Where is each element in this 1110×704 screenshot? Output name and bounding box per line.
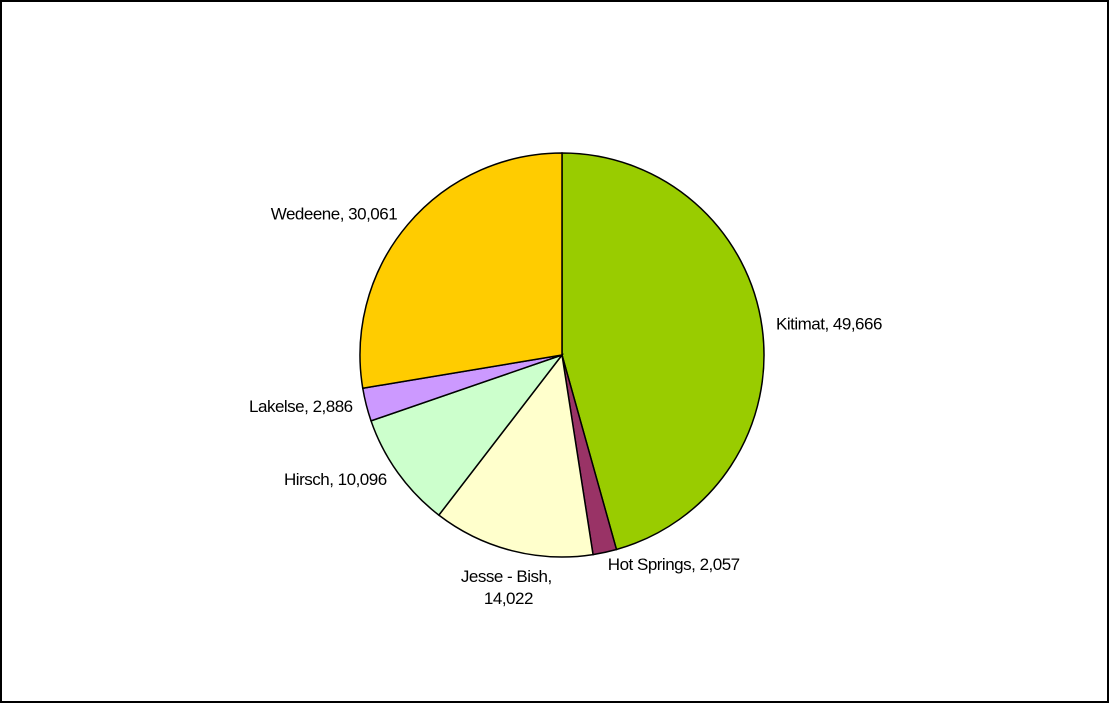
- category-label: Wedeene: [271, 205, 340, 224]
- data-label: Lakelse, 2,886: [249, 398, 353, 417]
- category-label: Hot Springs: [608, 556, 691, 575]
- data-label: Kitimat, 49,666: [776, 315, 882, 334]
- label-separator: ,: [304, 398, 312, 417]
- value-label: 2,057: [700, 556, 740, 575]
- category-label: Lakelse: [249, 398, 304, 417]
- pie-slice: [561, 152, 765, 551]
- category-label: Kitimat: [776, 315, 825, 334]
- label-separator: ,: [824, 315, 832, 334]
- pie-slice: [437, 353, 594, 558]
- data-label: Wedeene, 30,061: [271, 205, 397, 224]
- label-separator: ,: [547, 568, 555, 587]
- category-label: Jesse - Bish: [461, 568, 548, 587]
- data-label: Hirsch, 10,096: [284, 471, 387, 490]
- label-separator: ,: [340, 205, 348, 224]
- category-label: Hirsch: [284, 471, 329, 490]
- label-separator: ,: [691, 556, 699, 575]
- value-label: 30,061: [348, 205, 397, 224]
- value-label: 10,096: [338, 471, 387, 490]
- pie-slice: [359, 152, 563, 390]
- data-label: Jesse - Bish, 14,022: [461, 568, 556, 609]
- pie-slice: [370, 353, 565, 517]
- data-label: Hot Springs, 2,057: [608, 556, 740, 575]
- value-label: 49,666: [833, 315, 882, 334]
- value-label: 2,886: [313, 398, 353, 417]
- label-separator: ,: [329, 471, 337, 490]
- value-label: 14,022: [484, 590, 533, 609]
